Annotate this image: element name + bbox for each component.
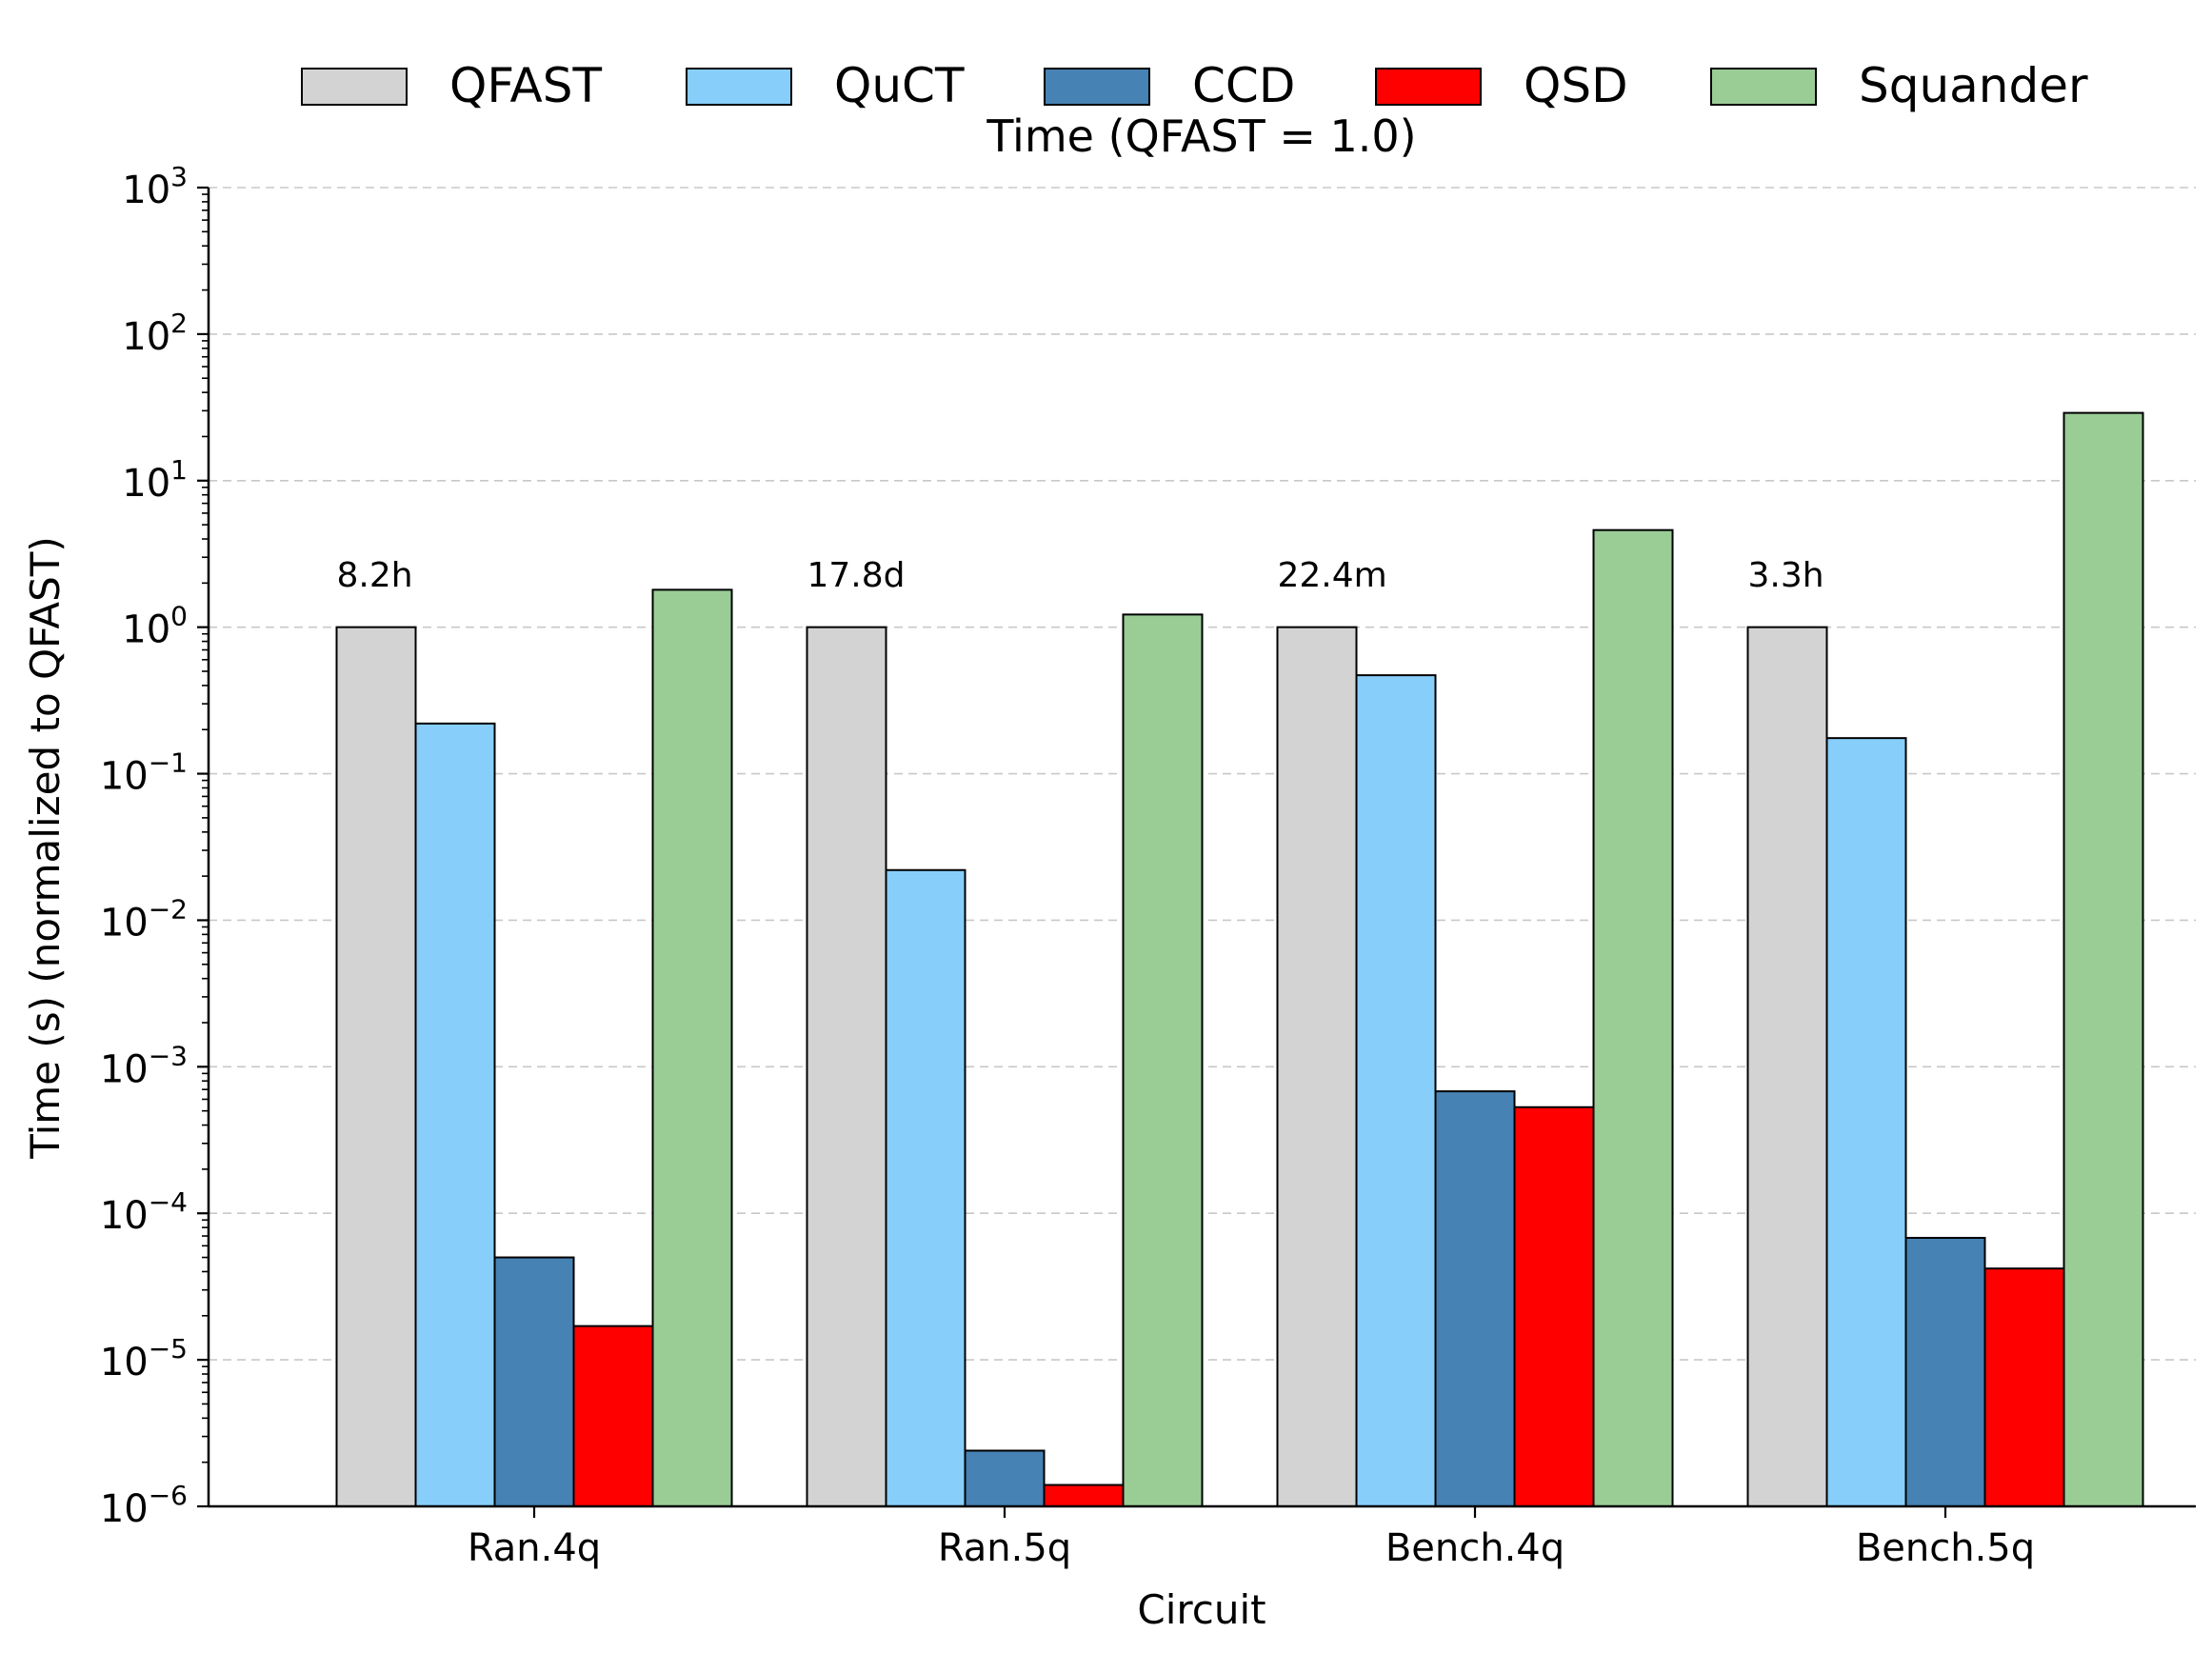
bar-ccd-bench-4q [1434,1090,1516,1508]
legend-label-quct: QuCT [834,58,965,113]
bar-quct-bench-5q [1825,737,1907,1507]
bar-ccd-bench-5q [1904,1236,1986,1507]
y-tick-label: 10−4 [100,1186,188,1238]
bar-qsd-ran-4q [572,1324,654,1507]
bar-annotation: 3.3h [1748,556,1824,595]
bar-qfast-bench-5q [1746,626,1828,1507]
bar-squander-bench-5q [2063,411,2144,1507]
bar-annotation: 17.8d [807,556,906,595]
y-tick-label: 10−3 [100,1040,188,1091]
x-axis-ticks: Ran.4q Ran.5q Bench.4q Bench.5q [468,1506,2035,1570]
bar-quct-ran-4q [414,722,496,1507]
bar-annotation: 22.4m [1278,556,1387,595]
bar-quct-bench-4q [1355,674,1437,1507]
bar-qfast-ran-5q [806,626,887,1507]
bar-ccd-ran-4q [493,1256,575,1507]
legend: QFAST QuCT CCD QSD Squander [301,58,2088,113]
x-tick-label: Bench.5q [1856,1526,2035,1570]
bar-qfast-bench-4q [1276,626,1358,1507]
y-tick-label: 102 [122,308,188,359]
legend-swatch-ccd [1044,68,1150,106]
bar-annotation: 8.2h [337,556,413,595]
y-tick-label: 10−5 [100,1333,188,1384]
legend-label-qsd: QSD [1524,58,1628,113]
y-tick-label: 101 [122,454,188,506]
legend-swatch-quct [686,68,792,106]
x-tick-label: Ran.5q [938,1526,1071,1570]
bars [335,411,2144,1508]
bar-ccd-ran-5q [964,1449,1046,1508]
x-tick-label: Bench.4q [1385,1526,1564,1570]
bar-qsd-ran-5q [1043,1484,1125,1508]
bar-squander-ran-4q [651,588,733,1507]
y-tick-label: 103 [122,161,188,212]
chart-title: Time (QFAST = 1.0) [986,110,1416,162]
legend-swatch-squander [1710,68,1817,106]
bar-qfast-ran-4q [335,626,417,1507]
bar-qsd-bench-5q [1983,1267,2065,1507]
bar-squander-bench-4q [1592,528,1674,1507]
y-tick-label: 10−2 [100,893,188,945]
legend-label-ccd: CCD [1192,58,1295,113]
legend-swatch-qfast [301,68,408,106]
bar-qsd-bench-4q [1513,1105,1595,1507]
bar-squander-ran-5q [1122,613,1204,1507]
y-axis-ticks: 10−6 10−5 10−4 10−3 10−2 10−1 100 101 102 103 [100,161,209,1531]
y-tick-label: 10−6 [100,1480,188,1531]
y-axis-label: Time (s) (normalized to QFAST) [22,536,69,1160]
y-tick-label: 10−1 [100,747,188,799]
x-axis-label: Circuit [1137,1586,1265,1633]
bar-quct-ran-5q [885,868,967,1507]
legend-label-squander: Squander [1859,58,2088,113]
y-tick-label: 100 [122,601,188,652]
bar-annotations: 8.2h 17.8d 22.4m 3.3h [337,556,1824,595]
axes [207,188,2196,1508]
x-tick-label: Ran.4q [468,1526,601,1570]
legend-swatch-qsd [1375,68,1482,106]
legend-label-qfast: QFAST [449,58,602,113]
